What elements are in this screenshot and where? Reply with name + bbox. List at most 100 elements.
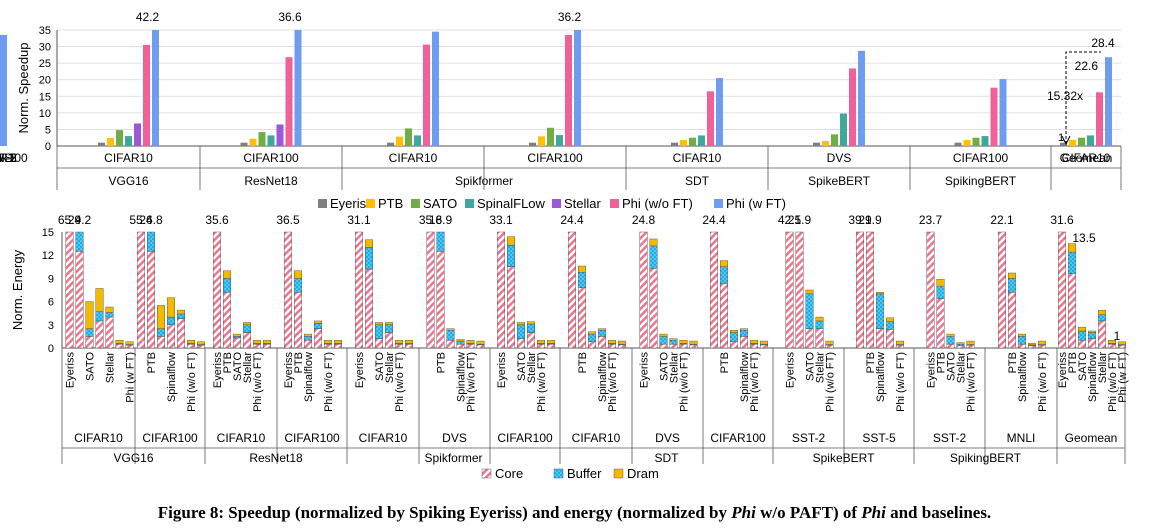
energy-core-vgg16-cifar100-2 bbox=[156, 336, 165, 349]
caption-suffix: and baselines. bbox=[885, 503, 992, 522]
dataset-label: DVS bbox=[442, 431, 467, 445]
energy-core-vgg16-cifar100-3 bbox=[166, 324, 175, 349]
energy-core-spikebert-sst-2-0 bbox=[785, 231, 794, 349]
energy-top-label: 33.1 bbox=[489, 213, 513, 227]
energy-dram-vgg16-cifar10-3 bbox=[95, 288, 104, 312]
bar-spikformer-cifar100-sato bbox=[972, 137, 980, 146]
energy-top-label: 31.6 bbox=[1050, 213, 1074, 227]
energy-core-geomean-geo-0 bbox=[1057, 231, 1066, 349]
bar-vgg16-cifar100-ptb bbox=[249, 138, 257, 146]
energy-buffer-spikebert-sst-5-2 bbox=[876, 293, 885, 329]
energy-core-sdt-dvs-4 bbox=[679, 343, 688, 349]
energy-buffer-vgg16-cifar10-1 bbox=[75, 231, 84, 252]
energy-core-spikebert-sst-2-3 bbox=[815, 328, 824, 349]
energy-dram-spikingbert-mnli-2 bbox=[1018, 333, 1027, 337]
energy-dram-vgg16-cifar100-6 bbox=[196, 341, 205, 345]
bar-label-phi-w-o-ft: Phi (w/o FT) bbox=[679, 352, 691, 412]
bar-vgg16-cifar100-phi-w-ft bbox=[294, 30, 302, 146]
energy-core-spikformer-dvs-3 bbox=[456, 343, 465, 349]
energy-core-resnet18-cifar100-4 bbox=[324, 343, 333, 349]
energy-dram-sdt-dvs-4 bbox=[679, 340, 688, 344]
dataset-label: MNLI bbox=[1007, 431, 1036, 445]
speedup-chart: Norm. Speedup 0 5 10 15 20 25 30 35 42.2 CIFAR10 36… bbox=[0, 10, 1122, 211]
legend-phi-w-ft: Phi (w FT) bbox=[726, 196, 786, 211]
bar-label-eyeriss: Eyeriss bbox=[283, 352, 295, 389]
energy-core-vgg16-cifar10-2 bbox=[85, 336, 94, 349]
energy-core-sdt-dvs-5 bbox=[689, 344, 698, 349]
bracket-arrow bbox=[1061, 135, 1071, 146]
bar-label-spinalflow: Spinalflow bbox=[739, 352, 751, 402]
bar-spikformer-cifar10-phi-w-ft bbox=[716, 78, 723, 146]
energy-top-label: 1 bbox=[1114, 329, 1121, 343]
bar-label-phi-w-o-ft: Phi (w/o FT) bbox=[1037, 352, 1049, 412]
model-label: VGG16 bbox=[113, 451, 153, 465]
energy-core-resnet18-cifar100-5 bbox=[334, 343, 343, 349]
energy-core-sdt-cifar100-4 bbox=[750, 343, 759, 349]
bar-vgg16-cifar100-stellar bbox=[276, 124, 284, 146]
model-label: SpikingBERT bbox=[950, 451, 1022, 465]
bar-resnet18-cifar10-ptb bbox=[396, 136, 403, 146]
energy-buffer-sdt-cifar10-1 bbox=[578, 272, 587, 288]
y-tick-label: 20 bbox=[39, 75, 51, 87]
bar-resnet18-cifar100-sato bbox=[547, 127, 554, 146]
energy-dram-resnet18-cifar100-3 bbox=[314, 320, 323, 324]
bar-spikformer-cifar100-phi-w-ft bbox=[999, 79, 1007, 146]
bar-label-sato: SATO bbox=[805, 352, 817, 381]
energy-dram-spikingbert-mnli-4 bbox=[1037, 340, 1046, 345]
energy-buffer-sdt-dvs-1 bbox=[649, 245, 658, 269]
energy-dram-sdt-cifar10-4 bbox=[608, 340, 617, 344]
energy-core-spikformer-dvs-5 bbox=[476, 344, 485, 349]
energy-buffer-spikingbert-sst-2-1 bbox=[936, 285, 945, 299]
energy-buffer-spikformer-cifar10-3 bbox=[385, 324, 394, 333]
energy-core-spikformer-cifar10-0 bbox=[355, 231, 364, 349]
energy-top-label: 24.4 bbox=[702, 213, 726, 227]
energy-dram-vgg16-cifar10-2 bbox=[85, 301, 94, 329]
energy-dram-vgg16-cifar100-5 bbox=[186, 340, 195, 344]
bar-label-spinalflow: Spinalflow bbox=[875, 352, 887, 402]
energy-core-geomean-geo-3 bbox=[1087, 338, 1096, 349]
energy-buffer-sdt-cifar10-2 bbox=[588, 333, 597, 343]
energy-core-spikingbert-mnli-3 bbox=[1027, 345, 1036, 349]
legend-core: Core bbox=[495, 466, 523, 481]
bar-overflow-label: 36.2 bbox=[558, 10, 582, 24]
bar-label-stellar: Stellar bbox=[815, 352, 827, 384]
legend-eyeriss: Eyeriss bbox=[330, 196, 373, 211]
energy-dram-vgg16-cifar10-5 bbox=[115, 340, 124, 344]
y-tick-label: 10 bbox=[39, 108, 51, 120]
dataset-label: DVS bbox=[655, 431, 680, 445]
energy-top-label: 31.1 bbox=[347, 213, 371, 227]
energy-dram-sdt-cifar100-3 bbox=[740, 328, 749, 331]
energy-dram-sdt-dvs-5 bbox=[689, 340, 698, 345]
model-label: SpikeBERT bbox=[808, 174, 870, 188]
energy-dram-vgg16-cifar100-4 bbox=[176, 309, 185, 315]
dataset-label: SST-2 bbox=[0, 151, 17, 165]
energy-core-sdt-dvs-3 bbox=[669, 343, 678, 349]
bar-label-eyeriss: Eyeriss bbox=[65, 352, 77, 389]
bar-spikformer-dvs-sato bbox=[831, 134, 838, 146]
bar-label-sato: SATO bbox=[1077, 352, 1089, 381]
energy-buffer-vgg16-cifar10-2 bbox=[85, 328, 94, 337]
bar-label-sato: SATO bbox=[516, 352, 528, 381]
bar-vgg16-cifar10-phi-w-ft bbox=[152, 30, 159, 146]
dataset-label: CIFAR100 bbox=[243, 151, 299, 165]
legend-swatch-sato bbox=[411, 199, 420, 208]
bar-label-eyeriss: Eyeriss bbox=[1057, 352, 1069, 389]
energy-dram-geomean-geo-1 bbox=[1067, 243, 1076, 253]
energy-core-spikebert-sst-5-4 bbox=[896, 345, 905, 349]
energy-dram-sdt-cifar100-4 bbox=[750, 340, 759, 344]
energy-core-vgg16-cifar10-1 bbox=[75, 251, 84, 349]
bar-vgg16-cifar10-stellar bbox=[134, 123, 141, 146]
energy-core-geomean-geo-2 bbox=[1077, 340, 1086, 349]
y-tick-label: 9 bbox=[48, 273, 54, 285]
annotation-15x: 15.32x bbox=[1047, 89, 1083, 103]
bar-vgg16-cifar10-spinalflow bbox=[125, 136, 132, 146]
energy-core-vgg16-cifar100-4 bbox=[176, 318, 185, 349]
energy-dram-resnet18-cifar10-4 bbox=[252, 340, 261, 344]
dataset-label: CIFAR10 bbox=[74, 431, 123, 445]
bar-label-phi-w-o-ft: Phi (w/o FT) bbox=[966, 352, 978, 412]
legend-ptb: PTB bbox=[378, 196, 403, 211]
energy-core-vgg16-cifar100-0 bbox=[136, 231, 145, 349]
energy-core-vgg16-cifar100-6 bbox=[196, 345, 205, 349]
energy-dram-spikformer-dvs-4 bbox=[466, 340, 475, 344]
